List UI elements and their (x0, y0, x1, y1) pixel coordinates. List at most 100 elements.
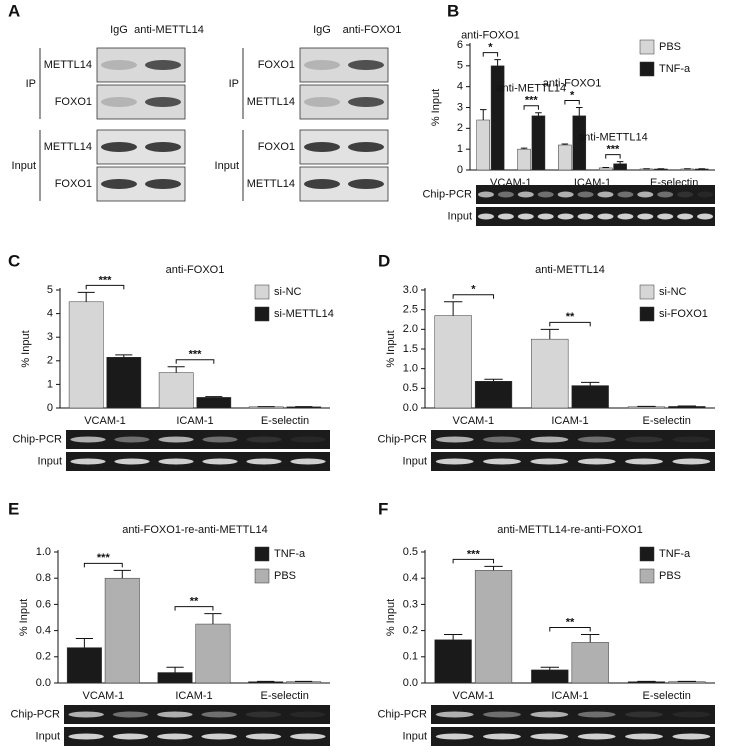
gel-band (290, 711, 326, 718)
blot-band (348, 179, 384, 189)
gel-strip (431, 452, 715, 471)
group-label: IP (26, 78, 36, 90)
row-label: METTL14 (247, 178, 295, 190)
error-bar (520, 147, 528, 150)
column-label: anti-METTL14 (134, 24, 204, 36)
sig-bracket (85, 284, 125, 290)
panel-label: D (378, 251, 390, 270)
blot-band (145, 179, 181, 189)
blot-band (145, 60, 181, 70)
bar (434, 315, 472, 409)
blot-band (304, 179, 340, 189)
bar (598, 167, 613, 171)
gel-band (697, 191, 714, 198)
y-tick-label: 0.0 (403, 677, 418, 689)
gel-row-label: Chip-PCR (422, 188, 472, 200)
gel-band (657, 213, 674, 220)
y-tick-label: 5 (457, 60, 463, 72)
panel-label: F (378, 499, 388, 518)
row-label: METTL14 (44, 59, 92, 71)
bar (531, 338, 569, 409)
y-tick-label: 5 (47, 284, 53, 296)
column-label: anti-FOXO1 (343, 24, 402, 36)
bar (66, 647, 102, 684)
sig-label: ** (566, 311, 575, 323)
bar (157, 672, 193, 684)
error-bar (581, 634, 600, 643)
blot-band (348, 142, 384, 152)
sig-bracket (452, 294, 495, 299)
y-tick-label: 0.0 (403, 402, 418, 414)
error-bar (205, 396, 223, 398)
bar (517, 148, 531, 171)
gel-band (246, 458, 282, 465)
error-bar (113, 569, 131, 579)
y-tick-label: 4 (457, 81, 463, 93)
y-tick-label: 1.5 (403, 343, 418, 355)
gel-band (530, 733, 569, 740)
legend-label: TNF-a (274, 548, 306, 560)
panel-label: E (8, 499, 19, 518)
gel-band (290, 436, 326, 443)
row-label: FOXO1 (55, 178, 92, 190)
y-tick-label: 0.8 (36, 572, 51, 584)
x-tick-label: E-selectin (261, 415, 309, 427)
sig-label: *** (189, 349, 203, 361)
chart-title: anti-METTL14 (535, 264, 605, 276)
bar (106, 357, 142, 409)
gel-band (637, 191, 654, 198)
row-label: FOXO1 (55, 96, 92, 108)
gel-band (202, 458, 238, 465)
y-tick-label: 0.5 (403, 382, 418, 394)
legend-label: TNF-a (659, 548, 691, 560)
gel-band (657, 191, 674, 198)
error-bar (484, 565, 503, 571)
gel-row-label: Chip-PCR (377, 433, 427, 445)
x-tick-label: ICAM-1 (551, 415, 588, 427)
gel-band (557, 191, 574, 198)
legend-swatch (639, 306, 655, 322)
sig-bracket (83, 562, 123, 568)
blot-band (348, 97, 384, 107)
gel-band (435, 436, 474, 443)
error-bar (581, 381, 600, 386)
gel-band (435, 458, 474, 465)
column-label: IgG (313, 24, 331, 36)
gel-strip (66, 452, 330, 471)
gel-strip (431, 430, 715, 449)
gel-band (70, 458, 106, 465)
y-tick-label: 0.0 (36, 677, 51, 689)
panel-label: C (8, 251, 20, 270)
gel-band (672, 458, 711, 465)
gel-band (577, 213, 594, 220)
group-label: Input (215, 160, 239, 172)
bar (158, 372, 194, 409)
x-tick-label: VCAM-1 (453, 415, 495, 427)
gel-band (246, 436, 282, 443)
error-bar (75, 637, 93, 648)
legend-swatch (639, 546, 655, 562)
group-label: anti-METTL14 (496, 83, 566, 95)
legend-label: PBS (659, 570, 681, 582)
gel-band (530, 711, 569, 718)
gel-strip (476, 207, 715, 226)
gel-row-label: Chip-PCR (12, 433, 62, 445)
y-axis-title: % Input (385, 330, 397, 367)
bar (531, 669, 569, 684)
chart-title: anti-FOXO1-re-anti-METTL14 (122, 524, 267, 536)
y-tick-label: 1.0 (403, 363, 418, 375)
error-bar (494, 59, 501, 66)
gel-band (625, 733, 663, 740)
x-tick-label: E-selectin (261, 690, 309, 702)
error-bar (77, 291, 95, 302)
panel-label: A (8, 1, 20, 20)
gel-band (245, 733, 282, 740)
gel-band (435, 711, 474, 718)
bar (571, 385, 609, 409)
gel-band (435, 733, 474, 740)
y-tick-label: 0.6 (36, 598, 51, 610)
gel-band (577, 458, 616, 465)
y-tick-label: 1 (457, 143, 463, 155)
blot-band (348, 60, 384, 70)
